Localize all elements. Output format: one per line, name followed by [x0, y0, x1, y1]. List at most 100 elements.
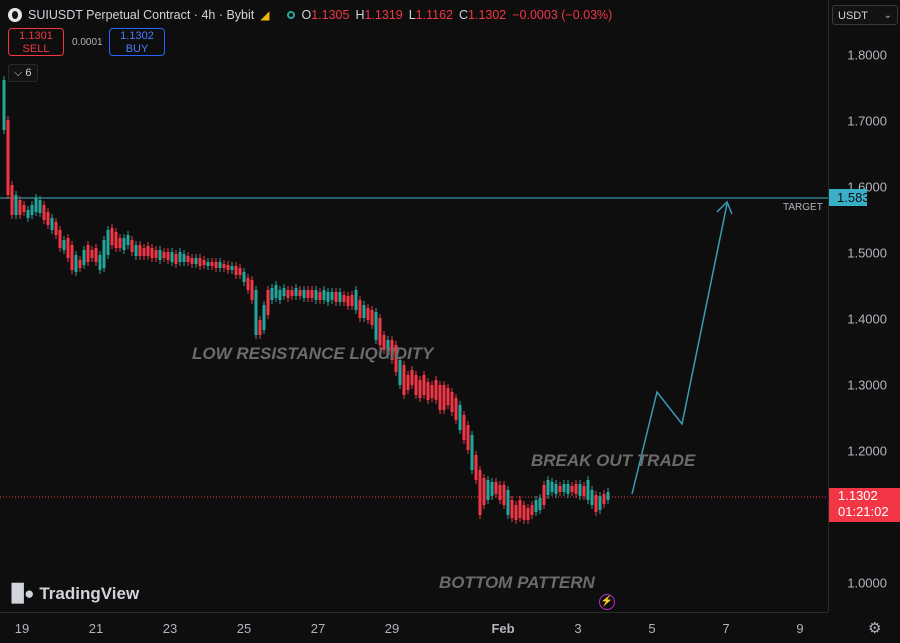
time-tick-label: 23 — [162, 621, 178, 636]
candle-body — [202, 260, 206, 265]
projection-arrowhead — [716, 200, 733, 215]
candle-body — [350, 295, 354, 306]
candle-body — [506, 490, 510, 515]
candle-body — [274, 285, 278, 298]
candle-body — [442, 385, 446, 410]
candle-body — [194, 258, 198, 264]
time-tick-label: 21 — [88, 621, 104, 636]
candle-body — [150, 248, 154, 258]
gear-icon[interactable]: ⚙ — [868, 620, 882, 637]
time-tick-label: 27 — [310, 621, 326, 636]
candle-body — [566, 484, 570, 494]
candle-body — [374, 312, 378, 340]
candle-body — [162, 252, 166, 258]
candle-body — [570, 486, 574, 492]
spread-value: 0.0001 — [72, 37, 103, 48]
candle-body — [22, 205, 26, 212]
candle-body — [550, 482, 554, 492]
candle-body — [170, 252, 174, 262]
candle-body — [554, 484, 558, 494]
candle-body — [430, 385, 434, 398]
candle-body — [2, 80, 6, 130]
candle-body — [54, 222, 58, 235]
price-tick-label: 1.8000 — [847, 47, 887, 63]
target-price-tag: 1.5837 — [829, 189, 877, 206]
brand-name: TradingView — [39, 584, 140, 603]
candle-body — [270, 288, 274, 300]
annotation-break-out[interactable]: BREAK OUT TRADE — [531, 451, 696, 470]
candle-body — [454, 398, 458, 420]
candle-body — [330, 292, 334, 300]
candle-body — [142, 248, 146, 256]
candle-body — [210, 262, 214, 266]
candle-body — [230, 266, 234, 270]
candle-body — [134, 245, 138, 256]
candle-body — [458, 405, 462, 430]
candle-body — [42, 205, 46, 220]
price-tick-label: 1.7000 — [847, 113, 887, 129]
candle-body — [370, 310, 374, 325]
candle-body — [410, 370, 414, 385]
currency-label: USDT — [838, 10, 868, 22]
buy-button[interactable]: 1.1302 BUY — [109, 28, 165, 56]
candle-body — [218, 262, 222, 268]
candle-body — [6, 120, 10, 195]
candle-body — [266, 290, 270, 315]
candle-body — [494, 482, 498, 494]
candle-body — [114, 232, 118, 248]
candle-body — [58, 230, 62, 248]
candle-body — [578, 484, 582, 496]
candle-body — [222, 264, 226, 268]
symbol-title[interactable]: SUIUSDT Perpetual Contract · 4h · Bybit — [28, 8, 255, 22]
flame-icon: ◢ — [260, 8, 270, 22]
candles-group — [2, 76, 610, 524]
annotation-bottom[interactable]: BOTTOM PATTERN — [439, 573, 595, 592]
candle-body — [446, 388, 450, 405]
annotation-low-resistance[interactable]: LOW RESISTANCE LIQUIDITY — [192, 344, 434, 363]
candle-body — [354, 290, 358, 310]
price-change: −0.0003 (−0.03%) — [512, 8, 613, 22]
currency-select[interactable]: USDT ⌄ — [832, 5, 898, 25]
candle-body — [290, 290, 294, 296]
market-status-icon[interactable] — [287, 11, 296, 19]
time-tick-label: Feb — [491, 621, 515, 636]
sell-button[interactable]: 1.1301 SELL — [8, 28, 64, 56]
candle-body — [122, 238, 126, 250]
candle-body — [422, 375, 426, 395]
candle-body — [38, 200, 42, 213]
candle-body — [250, 280, 254, 300]
candle-body — [450, 392, 454, 412]
time-tick-label: 9 — [796, 621, 804, 636]
price-tick-label: 1.2000 — [847, 443, 887, 459]
buy-price: 1.1302 — [120, 30, 154, 42]
candle-body — [510, 500, 514, 518]
candle-body — [362, 305, 366, 318]
candlestick-chart[interactable] — [0, 0, 828, 612]
candle-body — [538, 498, 542, 510]
chart-pane[interactable]: SUIUSDT Perpetual Contract · 4h · Bybit … — [0, 0, 828, 612]
tradingview-logo[interactable]: ▉● TradingView — [12, 584, 139, 604]
candle-body — [338, 292, 342, 302]
candle-body — [74, 255, 78, 272]
candle-body — [18, 200, 22, 215]
candle-body — [334, 292, 338, 302]
candle-body — [14, 195, 18, 215]
candle-body — [602, 494, 606, 504]
lightning-icon[interactable]: ⚡ — [599, 594, 615, 610]
time-scale[interactable]: 19 21 23 25 27 29 Feb 3 5 7 9 — [0, 612, 828, 643]
candle-body — [198, 258, 202, 266]
indicators-toggle[interactable]: ⌵ 6 — [8, 64, 38, 82]
candle-body — [558, 486, 562, 492]
candle-body — [310, 290, 314, 298]
candle-body — [586, 480, 590, 500]
candle-body — [606, 492, 610, 500]
candle-body — [462, 415, 466, 440]
candle-body — [318, 292, 322, 300]
time-tick-label: 29 — [384, 621, 400, 636]
symbol-header[interactable]: SUIUSDT Perpetual Contract · 4h · Bybit … — [8, 4, 612, 26]
candle-body — [502, 485, 506, 505]
candle-body — [174, 254, 178, 264]
candle-body — [522, 505, 526, 520]
candle-body — [394, 345, 398, 372]
